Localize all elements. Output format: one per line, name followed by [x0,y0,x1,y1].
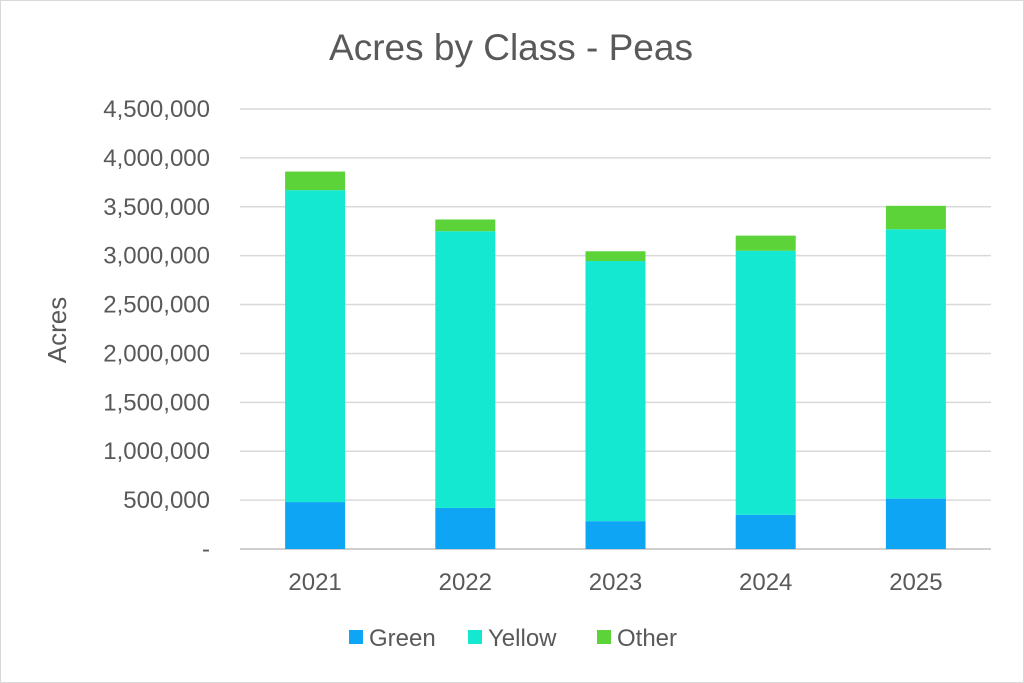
y-tick-label: 4,000,000 [103,145,210,172]
legend-swatch-green [349,630,363,644]
y-tick-label: 2,500,000 [103,292,210,319]
y-tick-label: 2,000,000 [103,340,210,367]
y-tick-label: 3,000,000 [103,243,210,270]
y-tick-label: 500,000 [123,487,210,514]
x-tick-label: 2024 [739,569,792,596]
bar-yellow-2023 [585,261,646,522]
bar-yellow-2024 [735,250,796,515]
bar-other-2021 [285,171,346,191]
y-axis-ticks: - 500,000 1,000,000 1,500,000 2,000,000 2,500… [103,96,210,563]
bar-other-2022 [435,219,496,232]
y-tick-label: 1,000,000 [103,438,210,465]
bar-yellow-2025 [885,229,946,499]
bar-other-2025 [885,205,946,230]
x-axis-ticks: 2021 2022 2023 2024 2025 [288,569,942,596]
x-tick-label: 2021 [288,569,341,596]
y-tick-label: - [202,536,210,563]
bar-yellow-2021 [285,190,346,503]
x-tick-label: 2022 [439,569,492,596]
bar-green-2021 [285,502,346,549]
y-tick-label: 1,500,000 [103,389,210,416]
x-tick-label: 2023 [589,569,642,596]
y-axis-label: Acres [42,297,72,363]
y-tick-label: 4,500,000 [103,96,210,123]
x-tick-label: 2025 [889,569,942,596]
legend-swatch-other [597,630,611,644]
chart-title: Acres by Class - Peas [329,27,693,68]
bar-green-2023 [585,521,646,549]
legend: Green Yellow Other [349,625,677,652]
legend-label-yellow: Yellow [488,625,557,652]
bar-green-2024 [735,514,796,549]
bar-other-2023 [585,251,646,262]
y-tick-label: 3,500,000 [103,194,210,221]
legend-label-green: Green [369,625,436,652]
bar-green-2025 [885,498,946,549]
gridlines [240,108,991,550]
bar-green-2022 [435,507,496,549]
bar-yellow-2022 [435,231,496,508]
legend-swatch-yellow [468,630,482,644]
legend-label-other: Other [617,625,677,652]
bars [285,171,946,549]
bar-other-2024 [735,235,796,251]
